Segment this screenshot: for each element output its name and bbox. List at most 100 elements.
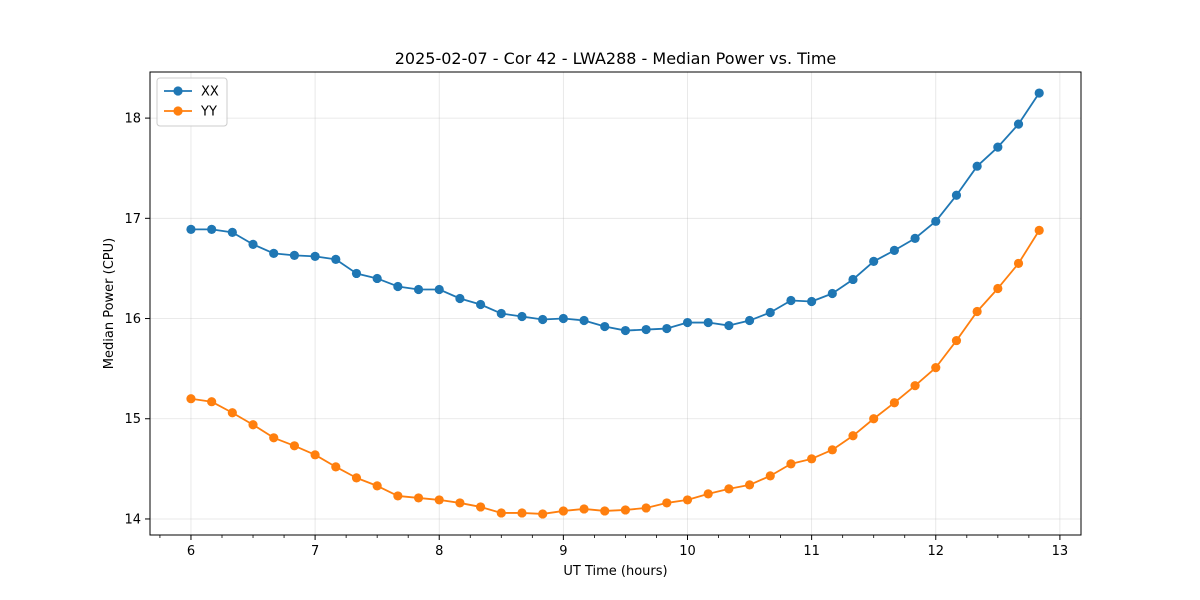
data-point-yy [972,306,982,317]
data-point-xx [331,254,341,265]
data-point-yy [682,495,693,505]
data-point-xx [1013,119,1024,129]
data-point-xx [558,313,568,324]
data-point-yy [703,489,713,499]
plot-frame [149,71,1082,536]
axis-ticks: 6 7 8 9 10 11 12 13 14 15 16 17 18 [124,112,1068,559]
data-point-yy [248,420,258,430]
data-point-yy [372,481,382,491]
data-point-yy [827,445,837,455]
y-tick-label: 17 [124,212,141,227]
data-point-yy [869,414,879,424]
data-point-yy [1034,225,1044,235]
data-point-yy [558,506,568,516]
data-point-yy [310,450,320,460]
data-point-xx [662,323,672,334]
x-tick-label: 13 [1052,544,1069,559]
data-point-xx [641,324,651,335]
data-point-yy [1013,258,1024,269]
x-tick-label: 10 [679,544,696,559]
data-point-xx [496,308,506,319]
data-point-yy [765,471,775,481]
legend-label-xx: XX [201,85,219,100]
series-xx [186,88,1044,336]
legend-marker-yy [173,106,183,116]
data-point-xx [289,250,300,260]
data-point-yy [951,335,962,346]
x-tick-label: 12 [927,544,944,559]
series-line-xx [190,92,1040,332]
data-point-xx [517,311,527,322]
data-point-yy [413,493,424,503]
y-tick-label: 18 [124,112,141,127]
data-point-xx [186,224,196,234]
data-point-xx [744,315,755,326]
data-point-xx [269,248,279,258]
data-point-xx [393,281,403,292]
data-point-yy [620,505,631,515]
data-point-yy [744,480,755,490]
data-point-xx [310,251,320,261]
data-point-yy [269,433,279,443]
y-tick-label: 14 [124,512,141,527]
data-point-yy [496,508,506,518]
data-point-xx [910,233,920,243]
data-point-xx [682,317,693,328]
data-point-xx [951,190,962,200]
data-point-xx [848,274,858,285]
data-point-xx [351,268,362,279]
data-point-xx [703,317,713,328]
data-point-xx [538,314,548,325]
data-point-yy [517,508,527,518]
data-point-yy [931,363,941,373]
data-point-yy [786,459,796,469]
y-tick-label: 15 [124,412,141,427]
data-point-xx [786,295,796,306]
data-point-xx [724,320,734,331]
data-point-xx [972,161,982,171]
data-point-xx [372,273,382,284]
series-line-yy [190,229,1040,515]
data-point-yy [910,381,920,391]
data-point-yy [579,504,589,514]
data-point-xx [476,299,486,310]
data-point-xx [248,239,258,249]
data-point-yy [207,397,217,407]
data-point-yy [351,473,362,483]
data-point-yy [662,498,672,508]
data-point-yy [993,283,1003,294]
series-yy [186,225,1044,519]
series-layer [186,88,1044,519]
data-point-xx [889,245,899,255]
data-point-xx [1034,88,1044,98]
data-point-xx [620,325,631,336]
x-tick-label: 7 [311,544,319,559]
data-point-yy [434,495,444,505]
x-tick-label: 6 [187,544,195,559]
x-tick-label: 9 [559,544,567,559]
data-point-xx [455,293,465,304]
data-point-yy [289,441,300,451]
data-point-xx [413,284,424,295]
y-tick-label: 16 [124,312,141,327]
data-point-yy [889,398,899,408]
data-point-xx [227,227,237,237]
data-point-yy [538,509,548,519]
data-point-xx [434,284,444,295]
data-point-yy [186,394,196,404]
x-tick-label: 11 [803,544,820,559]
data-point-xx [827,288,837,299]
legend: XX YY [156,77,228,127]
data-point-xx [207,224,217,234]
data-point-yy [331,462,341,472]
data-point-xx [931,216,941,226]
data-point-yy [393,491,403,501]
legend-label-yy: YY [200,105,217,120]
grid [150,72,1081,535]
y-axis-label: Median Power (CPU) [102,238,117,369]
data-point-yy [807,454,817,464]
chart-title: 2025-02-07 - Cor 42 - LWA288 - Median Po… [395,49,837,68]
data-point-yy [455,498,465,508]
data-point-yy [476,502,486,512]
